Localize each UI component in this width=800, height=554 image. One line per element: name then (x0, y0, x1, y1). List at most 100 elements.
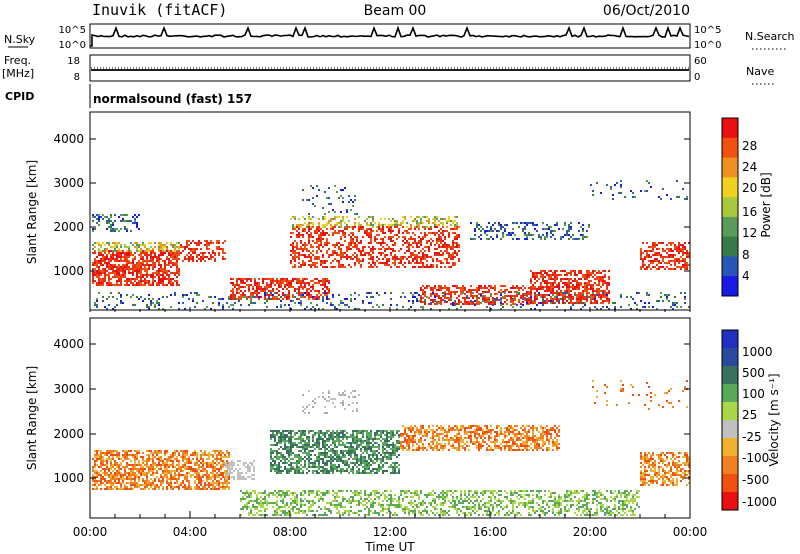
power-echo (562, 300, 564, 302)
power-echo (284, 280, 286, 282)
power-echo (356, 244, 358, 246)
velocity-echo (290, 464, 292, 466)
velocity-echo (96, 486, 98, 488)
power-echo (460, 291, 462, 293)
power-echo (486, 291, 488, 293)
velocity-echo (302, 446, 304, 448)
power-echo (272, 296, 274, 298)
power-echo (454, 232, 456, 234)
power-echo (534, 278, 536, 280)
velocity-echo (166, 458, 168, 460)
power-echo (102, 282, 104, 284)
power-echo (98, 214, 100, 216)
power-echo (344, 304, 346, 306)
power-echo (582, 290, 584, 292)
velocity-echo (116, 452, 118, 454)
power-echo (414, 242, 416, 244)
noise-tick-left-top: 10^5 (59, 25, 86, 36)
power-echo (432, 218, 434, 220)
velocity-echo (206, 484, 208, 486)
power-echo (456, 216, 458, 218)
power-echo (516, 285, 518, 287)
power-echo (592, 292, 594, 294)
velocity-echo (130, 472, 132, 474)
power-echo (408, 238, 410, 240)
power-echo (312, 222, 314, 224)
power-echo (654, 266, 656, 268)
power-echo (606, 306, 608, 308)
power-echo (454, 262, 456, 264)
velocity-echo (270, 466, 272, 468)
power-echo (428, 246, 430, 248)
power-echo (574, 270, 576, 272)
power-echo (542, 222, 544, 224)
velocity-echo (198, 472, 200, 474)
power-echo (672, 250, 674, 252)
power-echo (410, 244, 412, 246)
power-echo (116, 284, 118, 286)
velocity-echo (168, 458, 170, 460)
power-echo (392, 248, 394, 250)
velocity-echo (132, 482, 134, 484)
power-echo (488, 285, 490, 287)
power-echo (254, 278, 256, 280)
power-echo (322, 226, 324, 228)
velocity-echo (172, 478, 174, 480)
velocity-echo (136, 482, 138, 484)
power-echo (330, 304, 332, 306)
power-echo (420, 289, 422, 291)
power-echo (582, 230, 584, 232)
power-echo (530, 302, 532, 304)
power-echo (236, 290, 238, 292)
power-echo (110, 220, 112, 222)
power-echo (254, 284, 256, 286)
power-echo (426, 260, 428, 262)
power-echo (582, 236, 584, 238)
power-echo (420, 306, 422, 308)
power-echo (176, 254, 178, 256)
power-echo (430, 232, 432, 234)
power-echo (272, 298, 274, 300)
power-echo (422, 308, 424, 310)
velocity-echo (218, 474, 220, 476)
power-echo (354, 195, 356, 197)
power-echo (126, 268, 128, 270)
power-echo (142, 274, 144, 276)
power-echo (422, 306, 424, 308)
power-echo (110, 246, 112, 248)
velocity-echo (216, 474, 218, 476)
velocity-echo (282, 456, 284, 458)
power-echo (472, 297, 474, 299)
power-echo (332, 209, 334, 211)
power-echo (446, 230, 448, 232)
power-echo (316, 230, 318, 232)
power-echo (320, 234, 322, 236)
power-echo (438, 240, 440, 242)
power-echo (120, 268, 122, 270)
velocity-echo (206, 480, 208, 482)
power-echo (348, 244, 350, 246)
velocity-echo (122, 482, 124, 484)
velocity-echo (158, 458, 160, 460)
power-echo (186, 246, 188, 248)
velocity-echo (182, 450, 184, 452)
power-echo (108, 258, 110, 260)
power-echo (328, 282, 330, 284)
power-echo (570, 226, 572, 228)
power-echo (120, 300, 122, 302)
power-echo (178, 308, 180, 310)
power-echo (412, 242, 414, 244)
power-echo (120, 296, 122, 298)
power-echo (328, 280, 330, 282)
power-echo (514, 287, 516, 289)
power-echo (484, 291, 486, 293)
power-echo (162, 276, 164, 278)
power-echo (264, 278, 266, 280)
velocity-echo (146, 480, 148, 482)
power-echo (606, 282, 608, 284)
power-echo (140, 252, 142, 254)
power-echo (662, 256, 664, 258)
power-echo (540, 276, 542, 278)
velocity-echo (170, 460, 172, 462)
power-echo (98, 292, 100, 294)
